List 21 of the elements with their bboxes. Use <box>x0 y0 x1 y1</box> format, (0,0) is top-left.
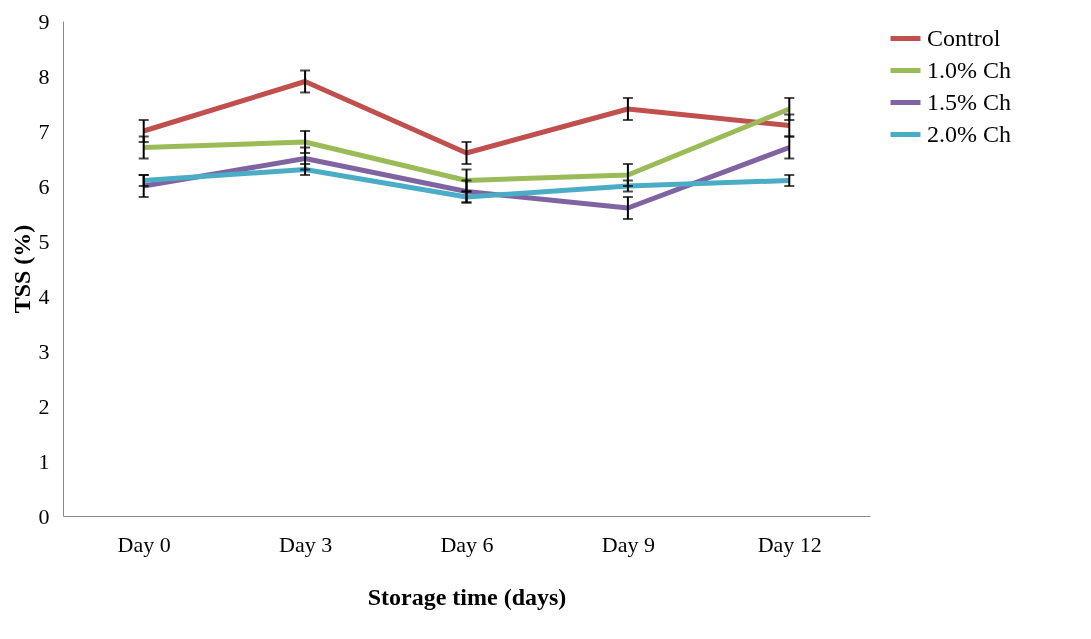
y-tick-label: 9 <box>38 8 50 34</box>
legend-label: Control <box>927 24 1001 51</box>
y-tick-label: 7 <box>38 118 50 144</box>
y-tick-label: 2 <box>38 393 50 419</box>
legend-label: 1.5% Ch <box>927 88 1011 115</box>
x-tick-label: Day 6 <box>440 531 494 557</box>
x-axis-title: Storage time (days) <box>367 583 567 610</box>
legend-label: 1.0% Ch <box>927 56 1011 83</box>
y-tick-label: 6 <box>38 173 50 199</box>
legend-label: 2.0% Ch <box>927 120 1011 147</box>
x-tick-label: Day 0 <box>117 531 171 557</box>
x-tick-label: Day 9 <box>601 531 655 557</box>
y-axis-title: TSS (%) <box>8 224 35 314</box>
x-tick-label: Day 12 <box>757 531 822 557</box>
y-tick-label: 8 <box>38 63 50 89</box>
x-tick-label: Day 3 <box>279 531 333 557</box>
y-tick-label: 0 <box>38 503 50 529</box>
y-tick-label: 1 <box>38 448 50 474</box>
y-tick-label: 3 <box>38 338 50 364</box>
y-tick-label: 4 <box>38 283 50 309</box>
y-tick-label: 5 <box>38 228 50 254</box>
